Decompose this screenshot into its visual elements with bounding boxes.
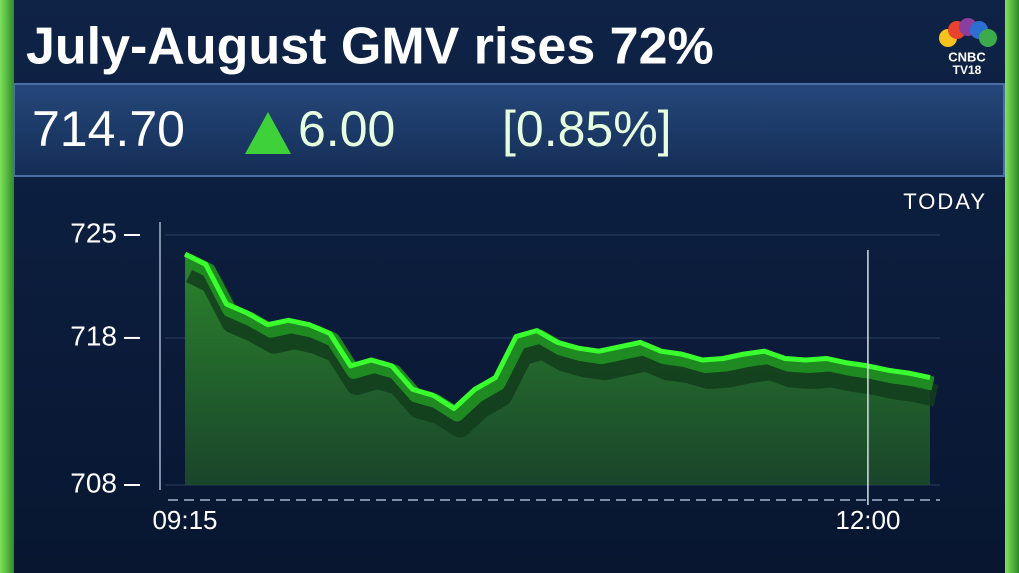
right-edge bbox=[1005, 0, 1019, 573]
logo-sub: TV18 bbox=[953, 63, 982, 77]
y-tick-label: 725 bbox=[70, 217, 117, 248]
y-tick-label: 718 bbox=[70, 320, 117, 351]
logo: CNBC TV18 bbox=[939, 18, 997, 77]
line-shadow bbox=[186, 262, 939, 438]
change-pct: [0.85%] bbox=[502, 101, 672, 157]
up-arrow bbox=[245, 112, 291, 154]
left-edge bbox=[0, 0, 14, 573]
period-label: TODAY bbox=[903, 189, 987, 214]
price: 714.70 bbox=[32, 101, 185, 157]
logo-brand: CNBC bbox=[948, 49, 986, 64]
change: 6.00 bbox=[298, 101, 395, 157]
line bbox=[183, 251, 931, 411]
x-tick-label: 12:00 bbox=[835, 505, 900, 535]
price-bar bbox=[13, 83, 1005, 177]
x-tick-label: 09:15 bbox=[152, 505, 217, 535]
line-depth bbox=[184, 253, 935, 422]
y-tick-label: 708 bbox=[70, 467, 117, 498]
headline: July-August GMV rises 72% bbox=[26, 18, 714, 76]
